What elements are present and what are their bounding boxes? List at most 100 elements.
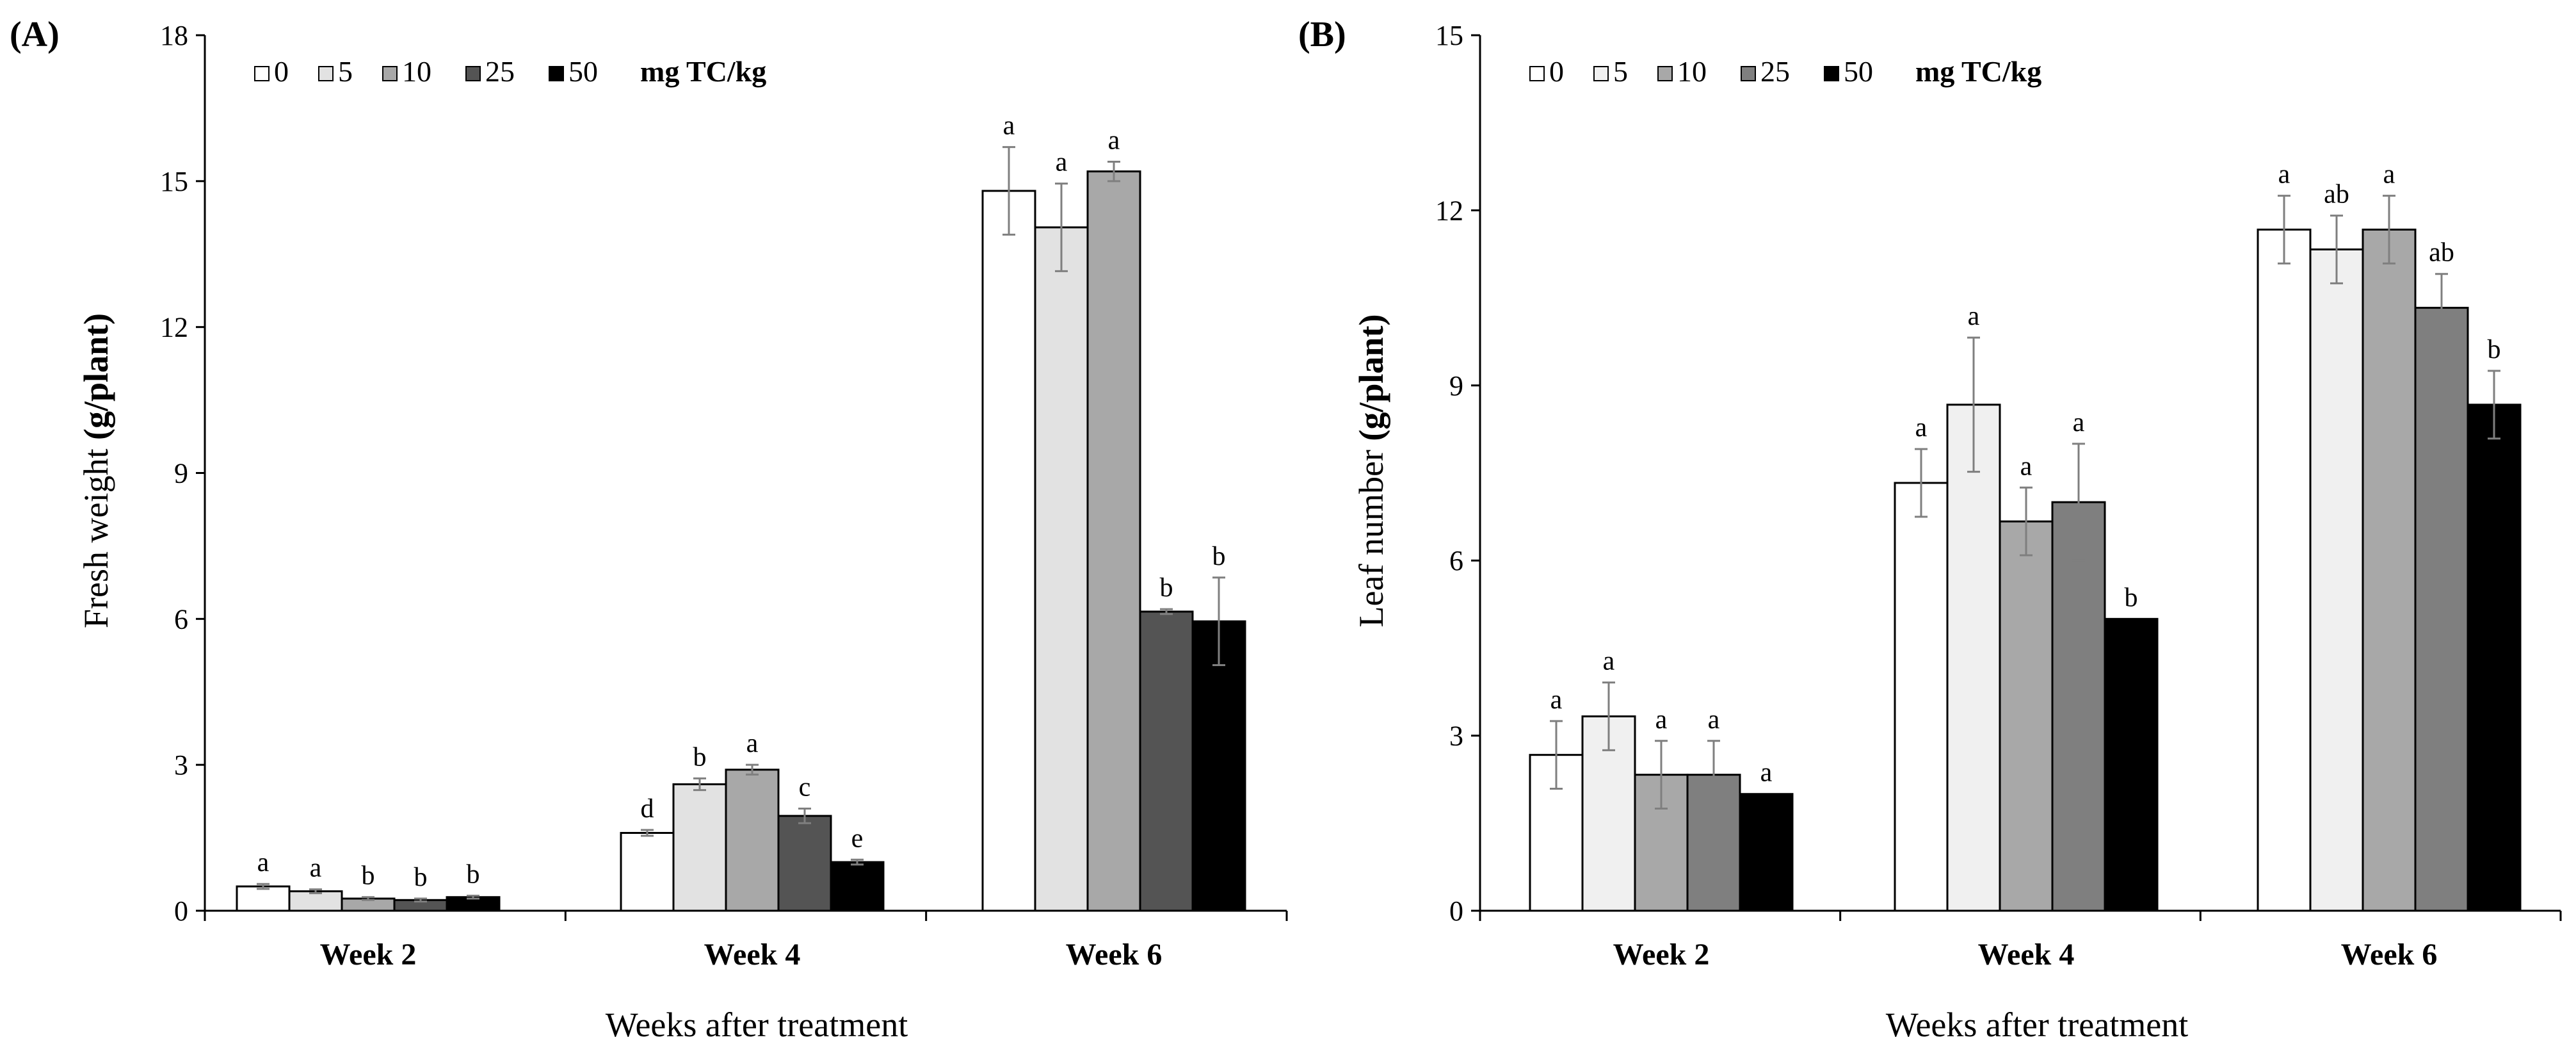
panel-a-x-axis-title: Weeks after treatment <box>606 1006 908 1044</box>
bar-week-6-25 <box>1139 610 1194 912</box>
bar-week-2-50 <box>1739 793 1794 912</box>
legend-b-swatch-50 <box>1824 66 1839 81</box>
legend-b-text-10: 10 <box>1677 55 1707 88</box>
sig-letter-week-4-50: b <box>2125 583 2138 612</box>
panel-b-label: (B) <box>1298 15 1346 54</box>
bar-week-6-25 <box>2414 307 2469 912</box>
sig-letter-week-2-10: b <box>362 861 375 891</box>
sig-letter-week-4-10: a <box>746 729 759 758</box>
y-tick-label-9: 9 <box>174 458 188 489</box>
panel-b-y-axis-title: Leaf number (g/plant) <box>1352 314 1390 628</box>
legend-a-swatch-10 <box>382 66 398 81</box>
panel-b: (B) Leaf number (g/plant) Weeks after tr… <box>1298 15 2562 1044</box>
legend-b-swatch-10 <box>1657 66 1673 81</box>
legend-b-text-5: 5 <box>1613 55 1628 88</box>
x-category-label-week-6: Week 6 <box>1066 938 1163 972</box>
legend-b-text-50: 50 <box>1844 55 1873 88</box>
sig-letter-week-6-10: a <box>2383 160 2395 190</box>
bar-week-4-10 <box>1999 520 2054 912</box>
sig-letter-week-6-50: b <box>2488 335 2501 364</box>
sig-letter-week-2-5: a <box>310 854 322 883</box>
sig-letter-week-6-25: b <box>1160 573 1173 603</box>
panel-b-x-axis-title: Weeks after treatment <box>1886 1006 2188 1044</box>
y-tick-label-15: 15 <box>1435 20 1463 51</box>
y-tick-label-3: 3 <box>1449 721 1463 752</box>
panel-b-legend: 0 5 10 25 50 mg TC/kg <box>1529 55 2041 88</box>
sig-letter-week-6-25: ab <box>2429 238 2454 268</box>
x-category-label-week-4: Week 4 <box>1978 938 2075 972</box>
sig-letter-week-2-10: a <box>1655 705 1668 735</box>
sig-letter-week-4-25: c <box>799 773 811 803</box>
bar-week-6-50 <box>1191 620 1246 912</box>
sig-letter-week-2-25: a <box>1708 705 1720 735</box>
sig-letter-week-4-5: b <box>693 742 707 772</box>
legend-a-text-50: 50 <box>568 55 598 88</box>
sig-letter-week-6-0: a <box>1003 111 1015 141</box>
panel-a-y-axis-title: Fresh weight (g/plant) <box>77 313 115 628</box>
y-tick-label-15: 15 <box>160 166 188 197</box>
bar-week-6-0 <box>2257 228 2312 912</box>
bar-week-4-5 <box>1946 403 2001 912</box>
sig-letter-week-2-50: b <box>467 860 480 889</box>
sig-letter-week-4-0: a <box>1915 413 1928 443</box>
sig-letter-week-4-5: a <box>1968 302 1980 331</box>
panel-b-y-axis-title-bold: (g/plant) <box>1352 314 1390 441</box>
legend-a-text-0: 0 <box>274 55 289 88</box>
x-category-label-week-4: Week 4 <box>704 938 801 972</box>
legend-b-unit: mg TC/kg <box>1915 55 2041 88</box>
bar-week-4-25 <box>777 815 832 912</box>
bar-week-6-50 <box>2467 403 2522 912</box>
legend-a-swatch-5 <box>318 66 334 81</box>
sig-letter-week-2-25: b <box>414 863 428 892</box>
bar-week-2-5 <box>288 890 343 912</box>
y-tick-label-3: 3 <box>174 749 188 781</box>
y-tick-label-12: 12 <box>160 312 188 343</box>
legend-a-swatch-50 <box>549 66 564 81</box>
sig-letter-week-2-0: a <box>257 848 270 877</box>
sig-letter-week-6-5: ab <box>2324 180 2349 209</box>
legend-b-text-25: 25 <box>1760 55 1790 88</box>
sig-letter-week-2-5: a <box>1603 647 1615 676</box>
y-tick-label-12: 12 <box>1435 195 1463 226</box>
legend-a-text-10: 10 <box>402 55 431 88</box>
sig-letter-week-6-10: a <box>1108 126 1120 155</box>
y-tick-label-9: 9 <box>1449 370 1463 402</box>
sig-letter-week-2-50: a <box>1760 758 1773 788</box>
bar-week-4-50 <box>830 861 885 912</box>
y-tick-label-0: 0 <box>174 895 188 927</box>
sig-letter-week-6-50: b <box>1212 542 1226 571</box>
sig-letter-week-4-25: a <box>2073 408 2085 437</box>
bar-week-6-10 <box>2362 228 2417 912</box>
legend-b-text-0: 0 <box>1549 55 1564 88</box>
bar-week-4-25 <box>2051 501 2106 912</box>
legend-a-unit: mg TC/kg <box>640 55 766 88</box>
bar-week-6-5 <box>2309 248 2364 912</box>
bar-week-4-10 <box>725 769 780 912</box>
bar-week-4-0 <box>620 831 675 912</box>
panel-a-label: (A) <box>10 15 60 54</box>
bar-week-6-10 <box>1086 170 1141 912</box>
panel-a-plot: 0 3 6 9 12 15 18 a a b b b Week 2 d b a c e Week 4 a a a b b Wee… <box>160 20 1288 972</box>
legend-b-swatch-25 <box>1741 66 1756 81</box>
sig-letter-week-4-0: d <box>641 794 654 824</box>
y-tick-label-18: 18 <box>160 20 188 51</box>
legend-a-text-5: 5 <box>338 55 353 88</box>
panel-b-y-axis-title-plain: Leaf number <box>1352 441 1390 628</box>
legend-b-swatch-0 <box>1529 66 1545 81</box>
x-category-label-week-2: Week 2 <box>320 938 417 972</box>
sig-letter-week-6-5: a <box>1056 148 1068 177</box>
sig-letter-week-4-50: e <box>851 824 864 853</box>
bar-week-4-5 <box>672 783 727 912</box>
bar-week-6-0 <box>981 190 1036 912</box>
legend-a-swatch-25 <box>465 66 481 81</box>
panel-a-y-axis-title-bold: (g/plant) <box>77 313 115 440</box>
bar-week-2-0 <box>236 885 291 912</box>
sig-letter-week-6-0: a <box>2278 160 2290 190</box>
y-tick-label-0: 0 <box>1449 895 1463 927</box>
sig-letter-week-2-0: a <box>1550 685 1563 715</box>
sig-letter-week-4-10: a <box>2020 452 2033 481</box>
y-tick-label-6: 6 <box>174 603 188 635</box>
bar-week-4-0 <box>1894 482 1949 912</box>
